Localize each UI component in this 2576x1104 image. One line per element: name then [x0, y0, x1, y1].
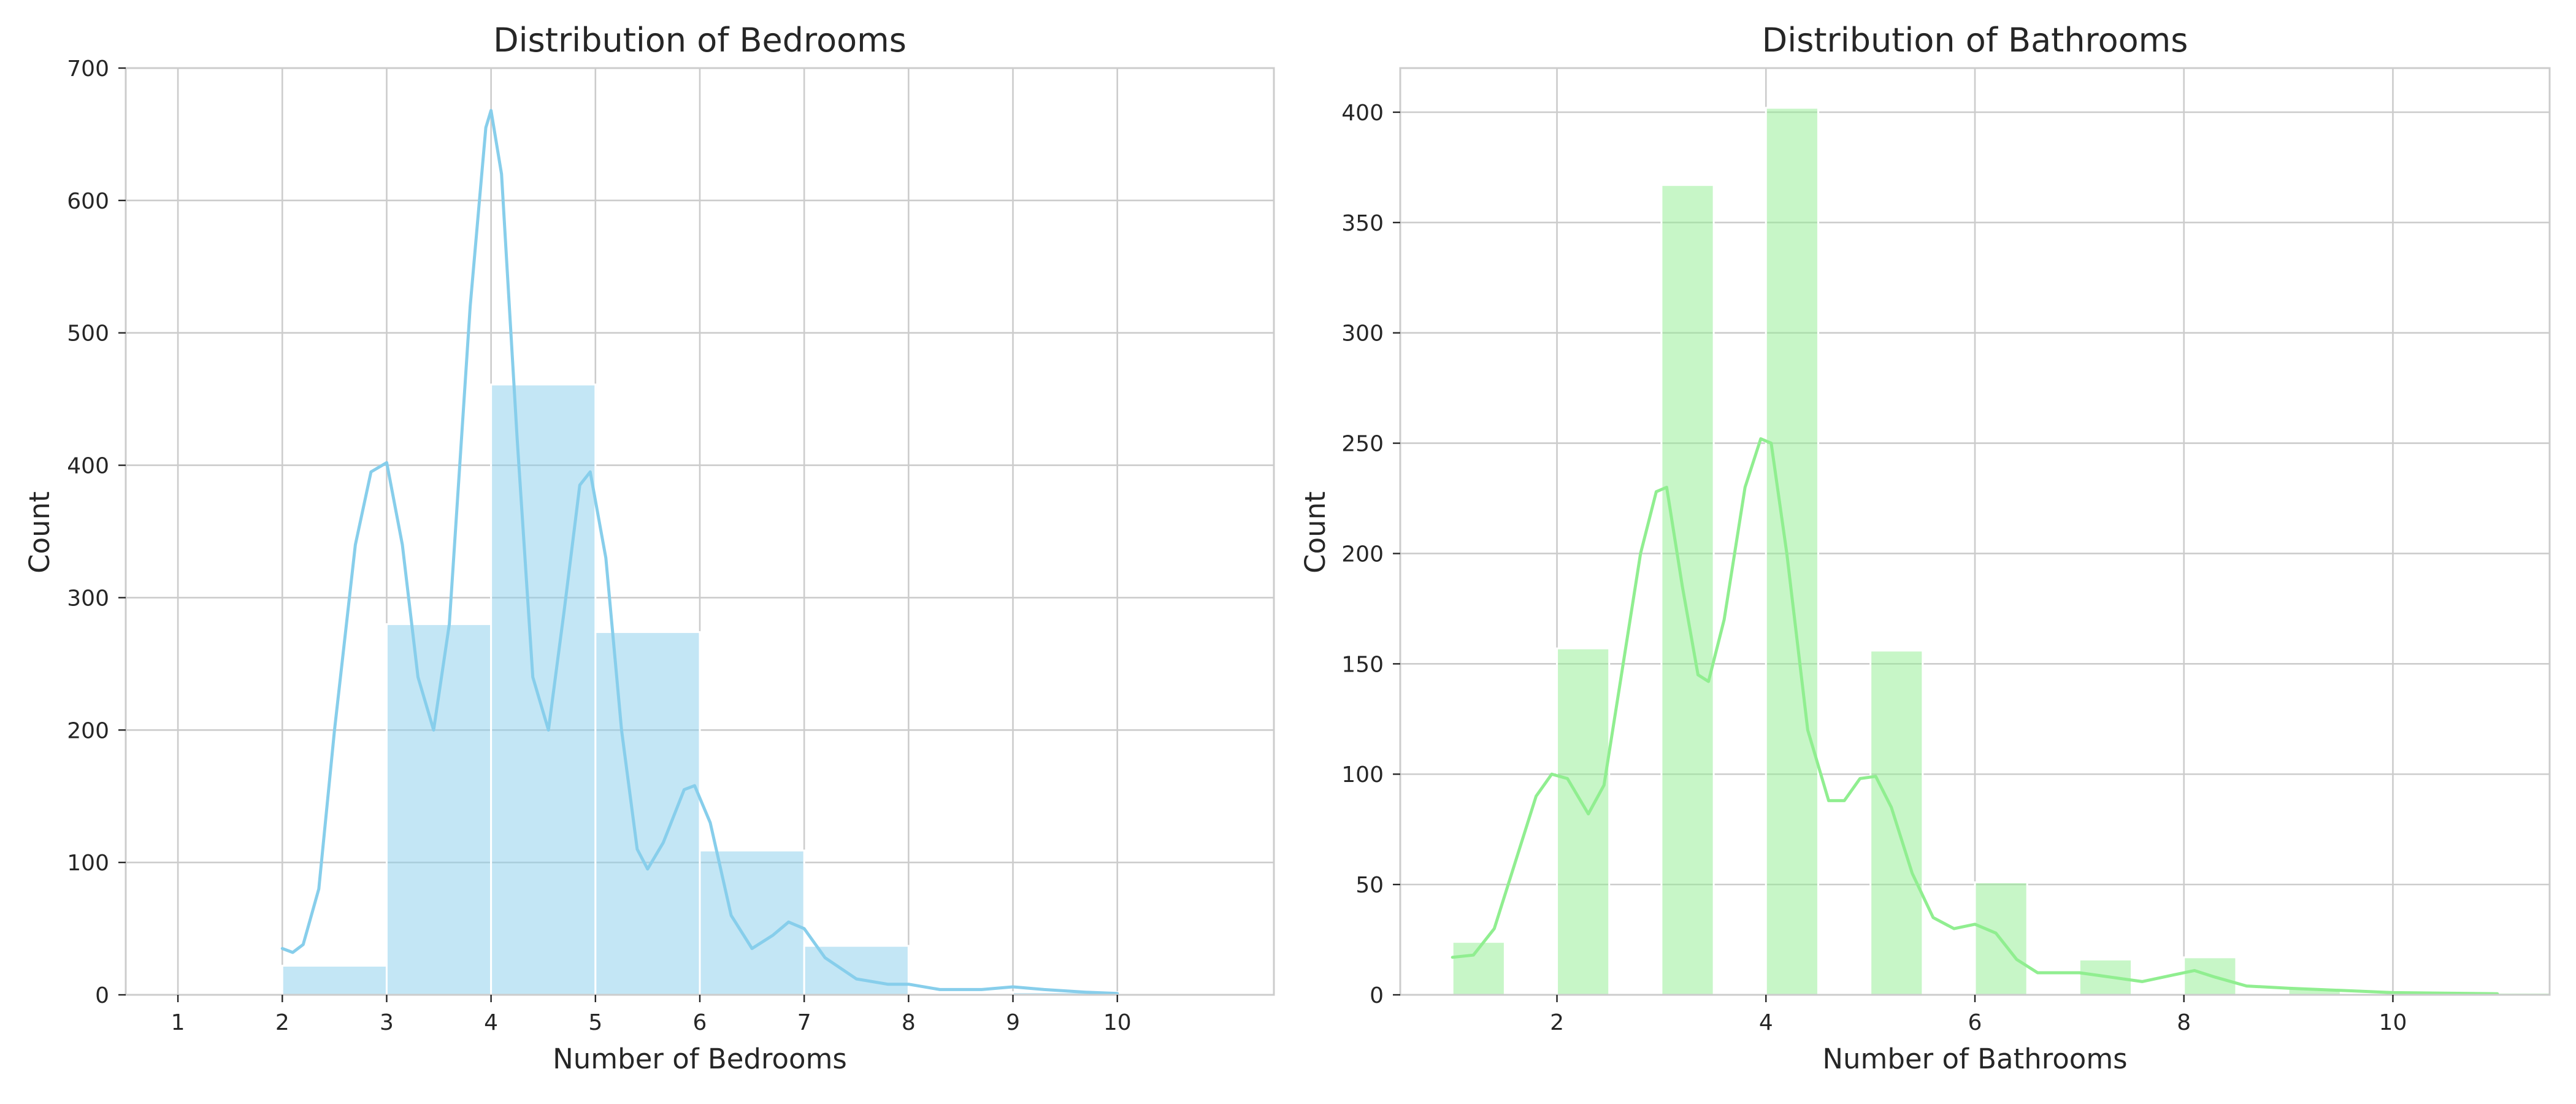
bathrooms-y-tick-label: 400 [1341, 101, 1384, 126]
bathrooms-y-tick-label: 250 [1341, 432, 1384, 457]
bedrooms-y-tick-label: 300 [67, 586, 109, 611]
bathrooms-histogram-bar [1765, 107, 1819, 996]
bathrooms-histogram-bar [1556, 647, 1611, 996]
bathrooms-y-tick-label: 50 [1355, 873, 1384, 898]
bedrooms-histogram-bar [594, 631, 701, 996]
bathrooms-x-tick-label: 6 [1968, 1010, 1982, 1035]
bathrooms-histogram-bar [1660, 184, 1715, 996]
bedrooms-kde-line [280, 109, 1119, 995]
bedrooms-x-tick-label: 3 [380, 1010, 394, 1035]
bedrooms-x-tick-label: 6 [693, 1010, 707, 1035]
bedrooms-y-tick-label: 100 [67, 851, 109, 876]
bathrooms-histogram-bar [2183, 956, 2237, 996]
bathrooms-chart-title: Distribution of Bathrooms [1762, 21, 2188, 59]
bedrooms-y-tick-label: 500 [67, 321, 109, 347]
bathrooms-y-tick-label: 150 [1341, 652, 1384, 677]
bedrooms-y-tick-label: 700 [67, 56, 109, 82]
bedrooms-x-tick-label: 1 [171, 1010, 185, 1035]
bathrooms-y-tick-label: 350 [1341, 211, 1384, 236]
bathrooms-chart: 0 50 100 150 200 250 300 350 400 2 4 6 8 10 Distributi… [1299, 21, 2551, 1075]
bathrooms-y-tick-label: 100 [1341, 762, 1384, 788]
bedrooms-y-tick-label: 200 [67, 718, 109, 743]
bedrooms-x-tick-label: 2 [275, 1010, 289, 1035]
bedrooms-ticks: 0 100 200 300 400 500 600 700 1 2 3 4 5 6 7 8 9 10 [67, 56, 1131, 1035]
bedrooms-x-tick-label: 10 [1103, 1010, 1132, 1035]
bedrooms-y-tick-label: 600 [67, 189, 109, 214]
bedrooms-x-tick-label: 4 [484, 1010, 498, 1035]
bedrooms-x-tick-label: 5 [588, 1010, 602, 1035]
bathrooms-x-tick-label: 2 [1550, 1010, 1564, 1035]
bedrooms-y-tick-label: 0 [95, 983, 109, 1008]
bedrooms-histogram-bar [803, 945, 910, 996]
bathrooms-ticks: 0 50 100 150 200 250 300 350 400 2 4 6 8 10 [1341, 101, 2407, 1035]
bathrooms-y-tick-label: 0 [1370, 983, 1384, 1008]
bathrooms-x-tick-label: 4 [1759, 1010, 1773, 1035]
bedrooms-histogram-bar [281, 965, 388, 996]
bathrooms-kde-line [1451, 437, 2499, 995]
bathrooms-y-axis-label: Count [1299, 491, 1332, 573]
bedrooms-chart-title: Distribution of Bedrooms [493, 21, 907, 59]
bathrooms-y-tick-label: 300 [1341, 321, 1384, 347]
bathrooms-y-tick-label: 200 [1341, 542, 1384, 567]
bedrooms-x-tick-label: 7 [797, 1010, 811, 1035]
bedrooms-x-tick-label: 9 [1006, 1010, 1020, 1035]
bathrooms-x-tick-label: 10 [2379, 1010, 2407, 1035]
bathrooms-bars [1451, 107, 2551, 996]
bedrooms-y-tick-label: 400 [67, 454, 109, 479]
bedrooms-histogram-bar [490, 383, 597, 996]
bedrooms-chart: 0 100 200 300 400 500 600 700 1 2 3 4 5 6 7 8 9 10 Distrib… [23, 21, 1275, 1075]
bedrooms-histogram-bar [385, 623, 493, 996]
bathrooms-x-tick-label: 8 [2177, 1010, 2191, 1035]
bedrooms-x-axis-label: Number of Bedrooms [553, 1043, 847, 1075]
bathrooms-x-axis-label: Number of Bathrooms [1822, 1043, 2127, 1075]
bedrooms-x-tick-label: 8 [902, 1010, 916, 1035]
bedrooms-y-axis-label: Count [23, 491, 56, 573]
